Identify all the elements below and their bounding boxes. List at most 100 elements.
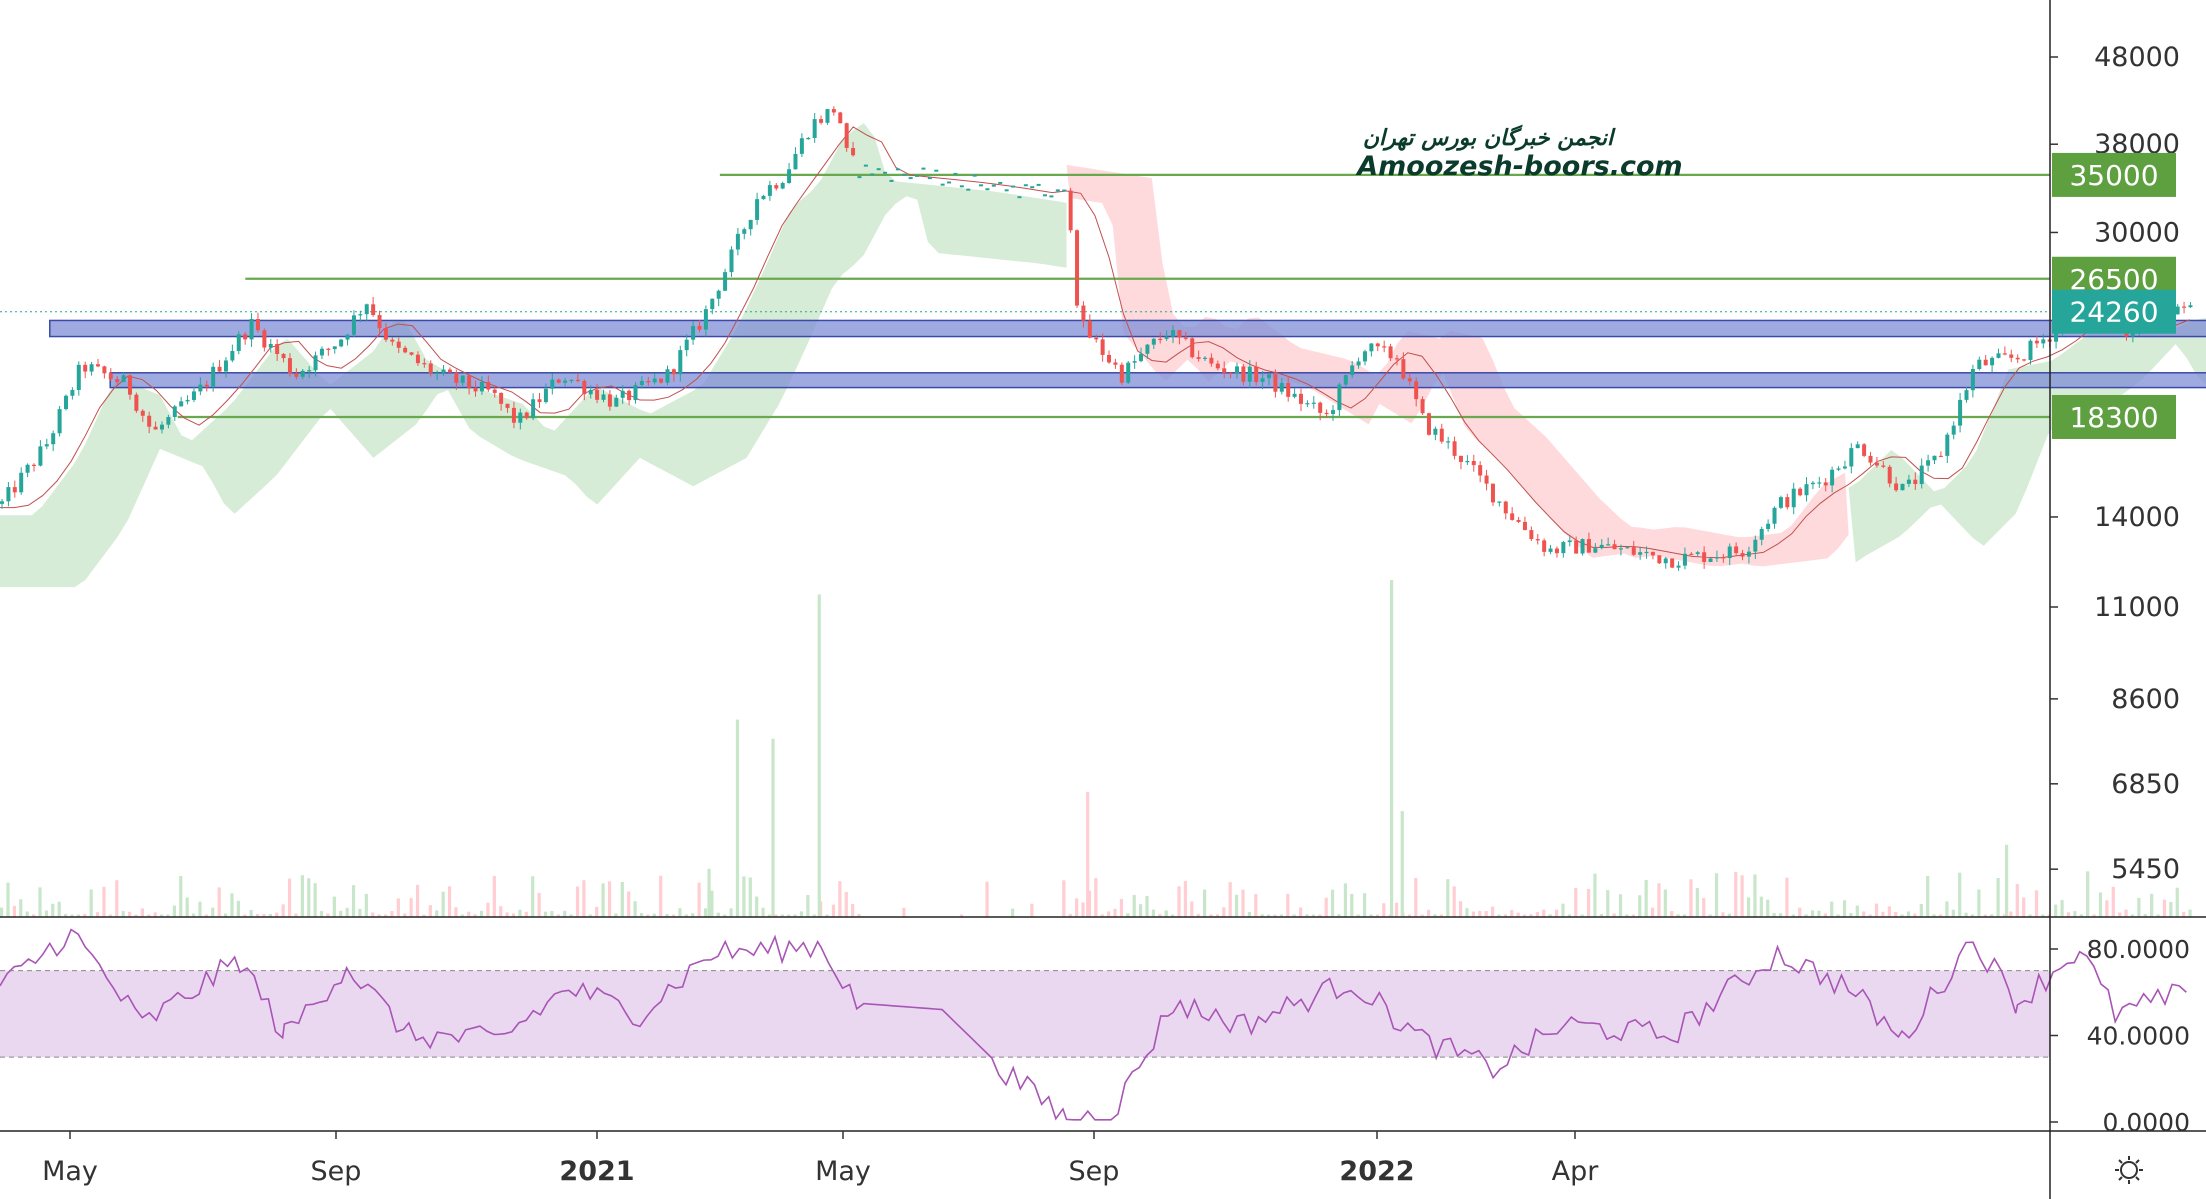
candle xyxy=(1497,501,1502,503)
candle xyxy=(326,348,331,350)
candle xyxy=(1279,382,1284,392)
candle xyxy=(364,304,369,315)
candle xyxy=(236,334,241,351)
volume-bar xyxy=(2182,911,2186,917)
volume-bar xyxy=(595,906,599,917)
volume-bar xyxy=(44,910,48,917)
candle xyxy=(1490,483,1495,503)
candle xyxy=(249,318,254,340)
volume-bar xyxy=(575,886,580,917)
candle xyxy=(127,375,132,395)
volume-bar xyxy=(159,914,164,917)
candle xyxy=(1215,363,1220,369)
candle xyxy=(793,153,798,170)
candle xyxy=(1311,402,1316,404)
watermark-persian: انجمن خبرگان بورس تهران xyxy=(1363,124,1616,151)
candle xyxy=(2009,354,2014,358)
volume-bar xyxy=(1817,910,1821,917)
candle xyxy=(1650,551,1655,556)
candle xyxy=(1791,488,1796,508)
candle xyxy=(1439,428,1444,442)
volume-bar xyxy=(2169,902,2173,917)
volume-bar xyxy=(1286,893,1290,917)
volume-bar xyxy=(1766,899,1770,917)
sr-zone xyxy=(109,372,2206,389)
volume-bar xyxy=(1522,914,1527,917)
volume-bar xyxy=(249,909,253,917)
volume-bar xyxy=(1625,914,1629,917)
candle xyxy=(140,410,145,416)
candle xyxy=(1945,434,1950,456)
volume-bar xyxy=(0,907,4,917)
volume-bar xyxy=(415,884,420,917)
volume-bar xyxy=(2041,914,2045,917)
candle xyxy=(1676,565,1681,568)
volume-bar xyxy=(1279,914,1283,917)
candle xyxy=(1254,366,1259,382)
candle xyxy=(1241,366,1246,382)
candle xyxy=(1203,357,1208,359)
volume-bar xyxy=(339,910,343,917)
time-tick: May xyxy=(815,1156,871,1187)
settings-button[interactable] xyxy=(2115,1156,2143,1184)
candle xyxy=(665,369,670,383)
volume-bar xyxy=(140,908,144,917)
volume-bar xyxy=(652,913,656,917)
volume-bar xyxy=(172,905,176,917)
volume-bar xyxy=(1970,914,1975,917)
volume-bar xyxy=(275,912,279,917)
volume-bar xyxy=(1400,811,1404,917)
level-label-bg xyxy=(2052,394,2176,439)
candle xyxy=(1900,483,1905,491)
candle xyxy=(1887,466,1892,484)
candle xyxy=(1862,444,1867,456)
volume-bar xyxy=(755,896,759,917)
volume-bar xyxy=(1228,882,1232,917)
candle xyxy=(1574,540,1579,554)
volume-bar xyxy=(1158,914,1162,917)
candle xyxy=(1458,455,1463,462)
candle xyxy=(486,382,491,390)
volume-bar xyxy=(294,913,298,917)
volume-bar xyxy=(358,908,362,917)
candle xyxy=(0,501,4,504)
volume-bar xyxy=(793,914,797,917)
candle xyxy=(1420,399,1425,414)
volume-bar xyxy=(25,911,29,917)
candle xyxy=(1503,501,1508,514)
volume-bar xyxy=(2137,897,2141,917)
candle xyxy=(6,487,11,502)
volume-bar xyxy=(1836,914,1840,917)
candlesticks xyxy=(0,106,2193,571)
volume-bar xyxy=(1420,914,1424,917)
volume-bar xyxy=(2028,914,2032,917)
volume-bar xyxy=(1913,913,1917,917)
volume-bar xyxy=(1734,871,1738,917)
time-tick: 2021 xyxy=(559,1156,634,1187)
volume-bar xyxy=(1209,914,1213,917)
volume-bar xyxy=(723,914,727,917)
candle xyxy=(1625,547,1630,549)
candle xyxy=(339,339,344,347)
candle xyxy=(1145,344,1150,354)
volume-bar xyxy=(223,913,228,917)
candle xyxy=(396,341,401,348)
volume-bar xyxy=(799,911,804,917)
level-label: 35000 xyxy=(2069,159,2158,192)
candle xyxy=(812,119,817,138)
volume-bar xyxy=(1030,903,1034,917)
candle xyxy=(102,366,107,374)
volume-bar xyxy=(1926,876,1930,917)
volume-bar xyxy=(2162,899,2167,917)
candle xyxy=(1714,557,1719,559)
candle xyxy=(2188,305,2193,308)
candle xyxy=(767,185,772,196)
volume-bar xyxy=(479,910,484,917)
price-tick: 5450 xyxy=(2111,854,2180,885)
volume-bar xyxy=(543,911,548,917)
volume-bar xyxy=(1516,912,1520,917)
candle xyxy=(806,137,811,140)
volume-bar xyxy=(1868,914,1872,917)
volume-bar xyxy=(102,886,106,917)
